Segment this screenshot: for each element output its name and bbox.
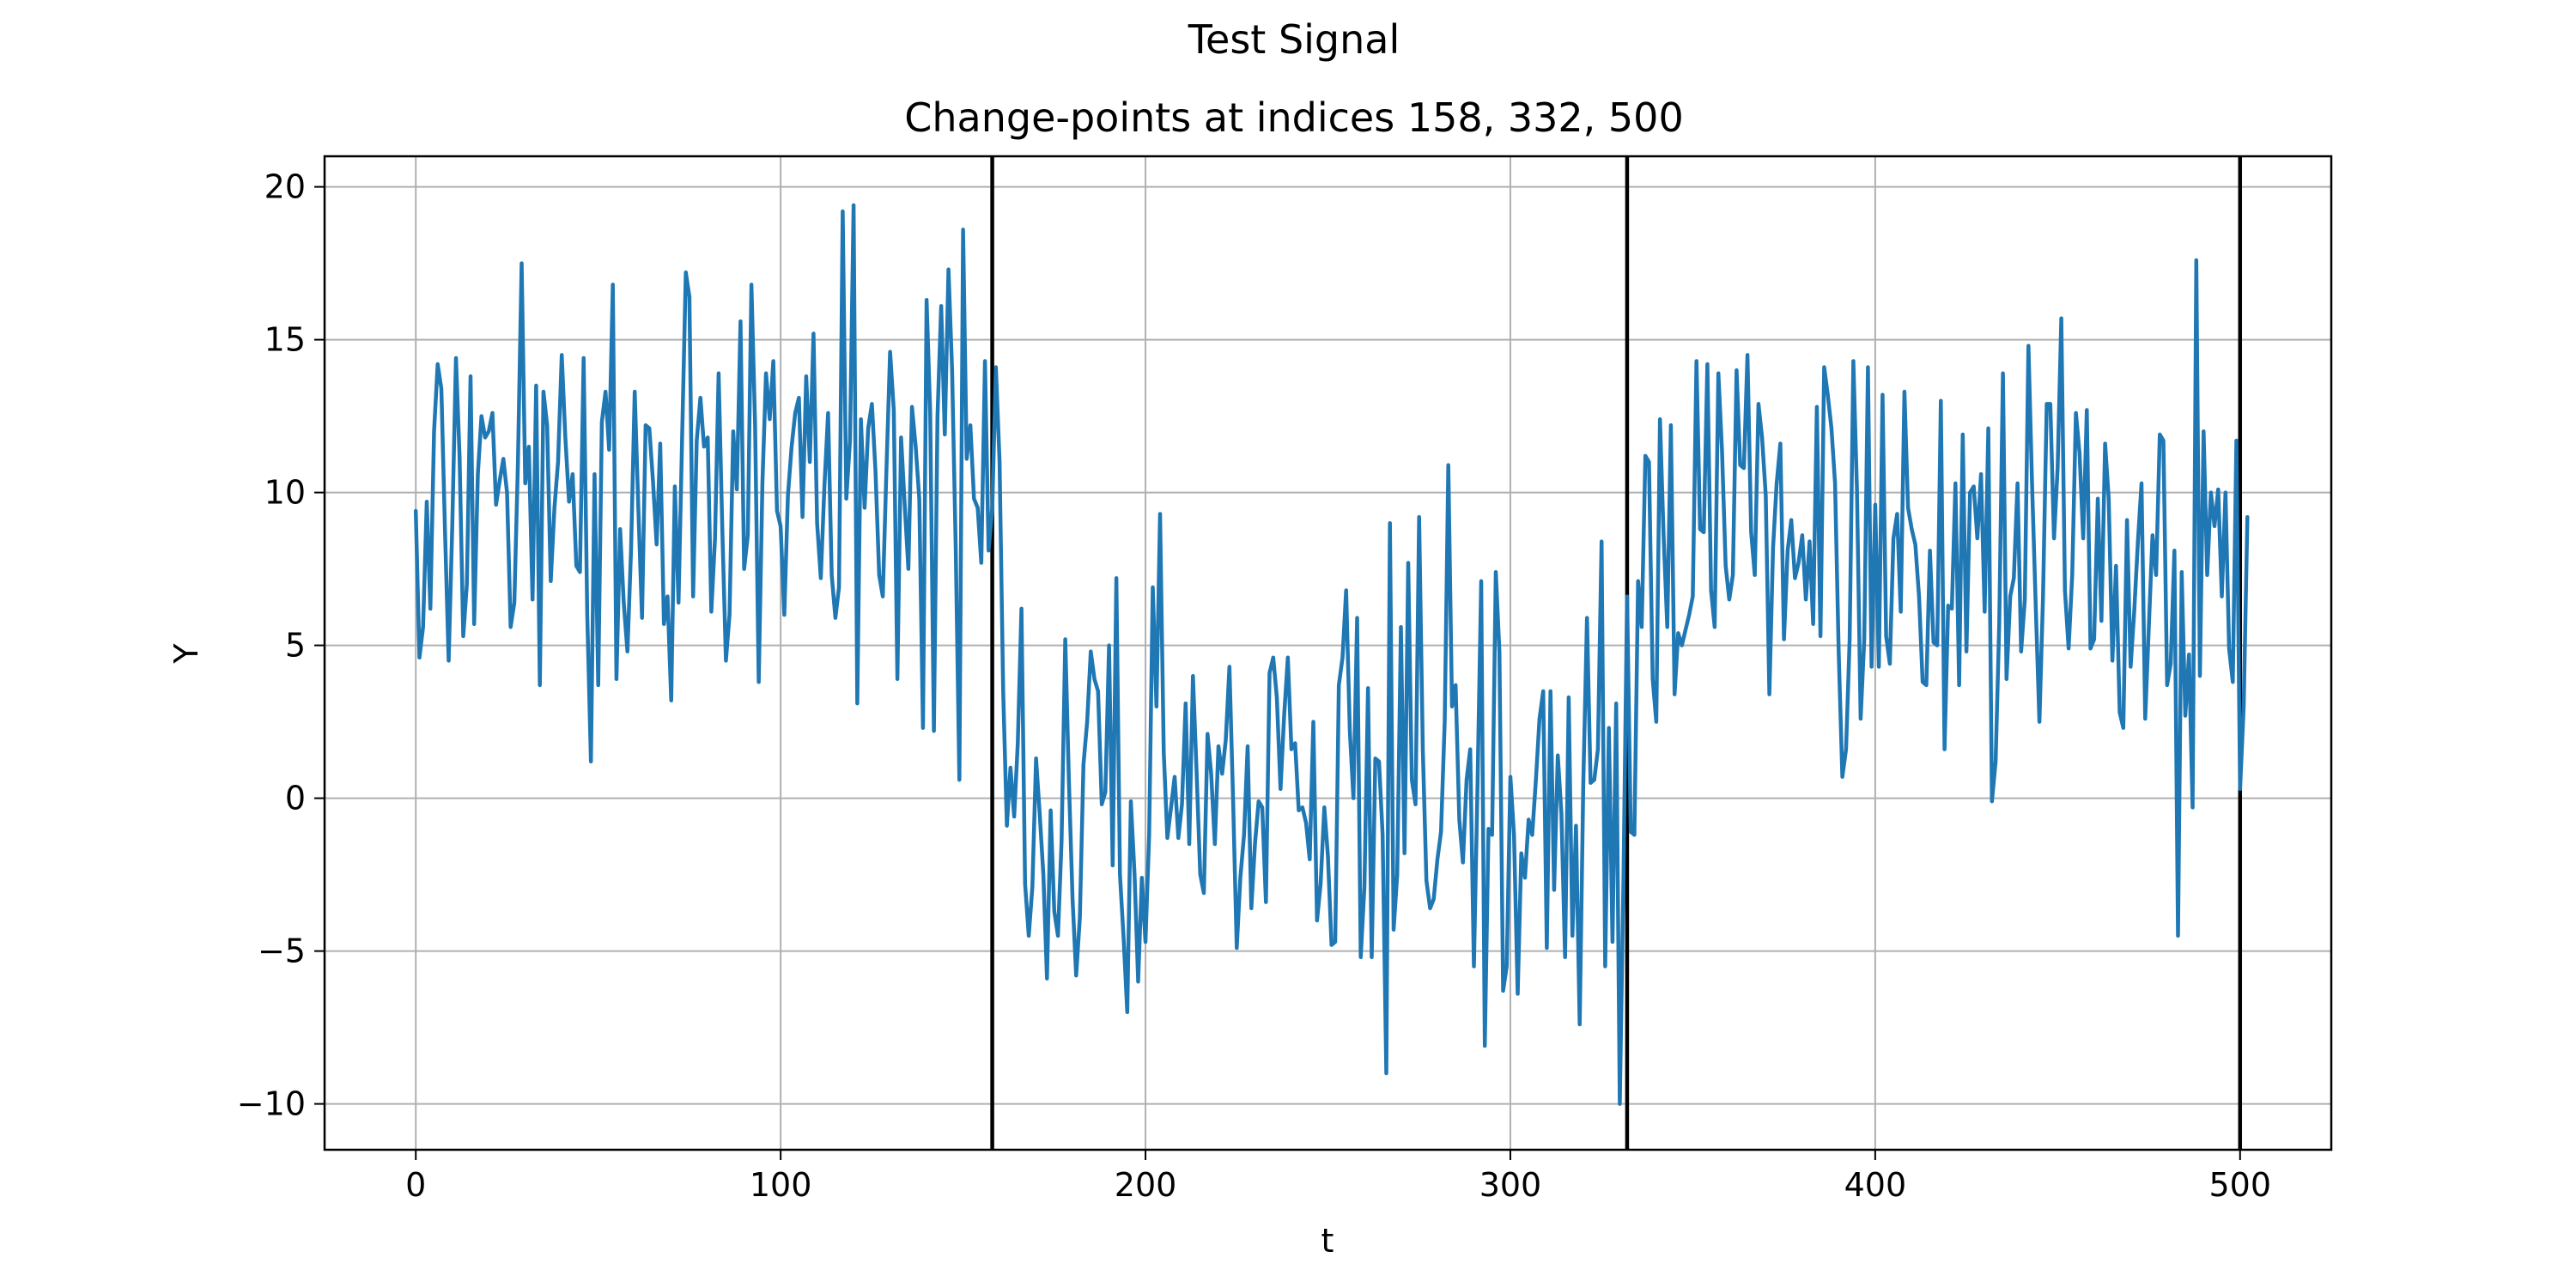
- x-tick-label: 400: [1844, 1166, 1907, 1204]
- x-tick-label: 200: [1115, 1166, 1177, 1204]
- y-tick-label: 10: [264, 474, 306, 512]
- chart-title: Change-points at indices 158, 332, 500: [904, 94, 1683, 141]
- y-axis-ticks: −10 −5 0 5 10 15 20: [237, 168, 325, 1123]
- grid: [325, 156, 2331, 1150]
- chart-suptitle: Test Signal: [1188, 16, 1400, 63]
- x-tick-label: 100: [750, 1166, 812, 1204]
- y-tick-label: 15: [264, 321, 306, 359]
- y-tick-label: −10: [237, 1085, 306, 1123]
- plot-frame: [323, 155, 2333, 1151]
- x-tick-label: 0: [405, 1166, 426, 1204]
- y-tick-label: 5: [285, 627, 306, 665]
- series-layer: [413, 203, 2250, 1106]
- y-tick-label: 0: [285, 780, 306, 817]
- x-tick-label: 300: [1479, 1166, 1542, 1204]
- y-axis-label: Y: [167, 643, 205, 665]
- x-tick-label: 500: [2209, 1166, 2272, 1204]
- y-tick-label: 20: [264, 168, 306, 206]
- y-tick-label: −5: [258, 933, 306, 970]
- x-axis-label: t: [1321, 1222, 1334, 1260]
- x-axis-ticks: 0 100 200 300 400 500: [405, 1150, 2271, 1204]
- signal-line: [413, 203, 2250, 1106]
- changepoint-lines: [990, 156, 2243, 1150]
